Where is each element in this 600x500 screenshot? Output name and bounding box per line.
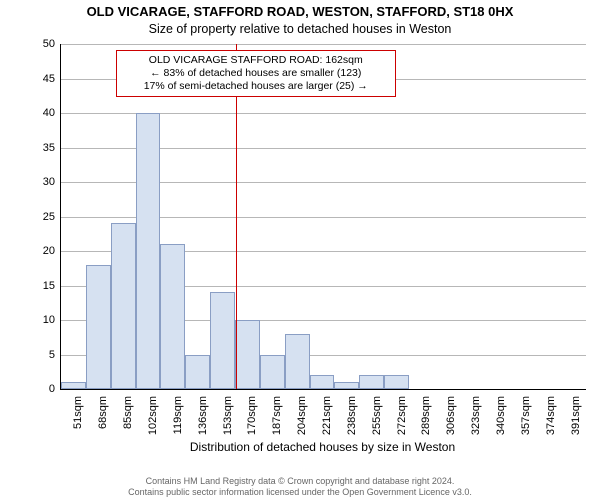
x-tick-label: 323sqm (470, 396, 482, 456)
x-tick-label: 102sqm (147, 396, 159, 456)
y-tick-label: 35 (25, 142, 55, 154)
y-tick-label: 20 (25, 245, 55, 257)
x-tick-label: 136sqm (197, 396, 209, 456)
x-tick-label: 187sqm (271, 396, 283, 456)
x-tick-label: 238sqm (346, 396, 358, 456)
y-tick-label: 15 (25, 280, 55, 292)
histogram-bar (384, 375, 409, 389)
y-tick-label: 40 (25, 107, 55, 119)
x-tick-label: 255sqm (371, 396, 383, 456)
y-tick-label: 30 (25, 176, 55, 188)
x-tick-label: 391sqm (570, 396, 582, 456)
chart-title-sub: Size of property relative to detached ho… (0, 22, 600, 36)
histogram-bar (260, 355, 285, 390)
histogram-bar (359, 375, 384, 389)
histogram-bar (285, 334, 310, 389)
x-tick-label: 221sqm (321, 396, 333, 456)
x-tick-label: 68sqm (97, 396, 109, 456)
x-tick-label: 153sqm (222, 396, 234, 456)
x-tick-label: 374sqm (545, 396, 557, 456)
x-tick-label: 272sqm (396, 396, 408, 456)
annotation-line2: ← 83% of detached houses are smaller (12… (123, 67, 389, 80)
annotation-line3: 17% of semi-detached houses are larger (… (123, 80, 389, 93)
x-tick-label: 119sqm (172, 396, 184, 456)
histogram-bar (86, 265, 111, 389)
y-tick-label: 45 (25, 73, 55, 85)
y-tick-label: 0 (25, 383, 55, 395)
x-tick-label: 289sqm (420, 396, 432, 456)
histogram-bar (235, 320, 260, 389)
y-tick-label: 10 (25, 314, 55, 326)
histogram-bar (185, 355, 210, 390)
annotation-box: OLD VICARAGE STAFFORD ROAD: 162sqm ← 83%… (116, 50, 396, 97)
histogram-bar (334, 382, 359, 389)
y-tick-label: 25 (25, 211, 55, 223)
histogram-bar (210, 292, 235, 389)
annotation-line1: OLD VICARAGE STAFFORD ROAD: 162sqm (123, 54, 389, 67)
y-tick-label: 50 (25, 38, 55, 50)
histogram-bar (61, 382, 86, 389)
y-tick-label: 5 (25, 349, 55, 361)
footer-line1: Contains HM Land Registry data © Crown c… (0, 476, 600, 487)
histogram-bar (310, 375, 335, 389)
chart-title-main: OLD VICARAGE, STAFFORD ROAD, WESTON, STA… (0, 4, 600, 19)
footer-line2: Contains public sector information licen… (0, 487, 600, 498)
plot-area: OLD VICARAGE STAFFORD ROAD: 162sqm ← 83%… (60, 44, 586, 390)
x-tick-label: 204sqm (296, 396, 308, 456)
x-tick-label: 306sqm (445, 396, 457, 456)
gridline (61, 44, 586, 45)
histogram-bar (136, 113, 161, 389)
x-tick-label: 357sqm (520, 396, 532, 456)
histogram-bar (160, 244, 185, 389)
x-tick-label: 51sqm (72, 396, 84, 456)
x-tick-label: 170sqm (246, 396, 258, 456)
y-axis-label: Number of detached properties (6, 44, 20, 389)
x-tick-label: 85sqm (122, 396, 134, 456)
footer-attribution: Contains HM Land Registry data © Crown c… (0, 476, 600, 499)
x-tick-label: 340sqm (495, 396, 507, 456)
chart-container: OLD VICARAGE, STAFFORD ROAD, WESTON, STA… (0, 0, 600, 500)
histogram-bar (111, 223, 136, 389)
